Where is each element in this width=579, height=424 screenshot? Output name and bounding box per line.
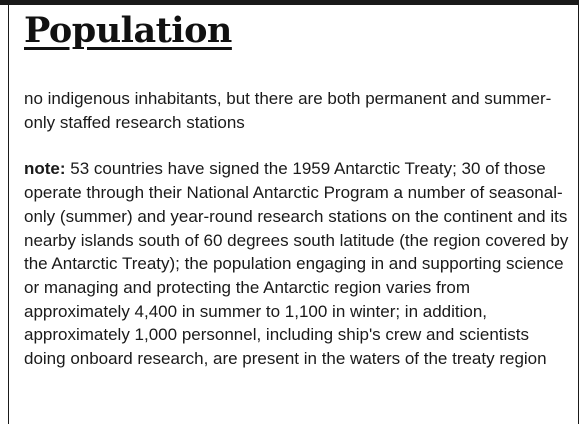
- population-summary: no indigenous inhabitants, but there are…: [24, 89, 552, 132]
- note-text: 53 countries have signed the 1959 Antarc…: [24, 159, 569, 369]
- top-border-rule: [0, 0, 579, 5]
- population-note: note: 53 countries have signed the 1959 …: [24, 157, 569, 370]
- note-label: note:: [24, 159, 66, 179]
- population-section: Population no indigenous inhabitants, bu…: [24, 9, 569, 371]
- left-border-rule: [8, 5, 9, 424]
- section-title: Population: [24, 10, 232, 51]
